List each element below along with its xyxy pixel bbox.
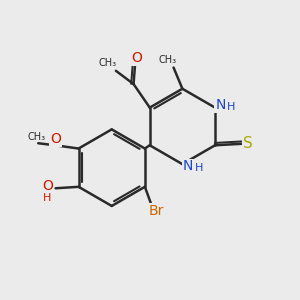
Text: Br: Br bbox=[148, 204, 164, 218]
Text: CH₃: CH₃ bbox=[99, 58, 117, 68]
Text: S: S bbox=[243, 136, 253, 151]
Text: CH₃: CH₃ bbox=[28, 132, 46, 142]
Text: H: H bbox=[43, 193, 52, 203]
Text: O: O bbox=[131, 51, 142, 65]
Text: O: O bbox=[42, 179, 53, 193]
Text: H: H bbox=[194, 163, 203, 173]
Text: N: N bbox=[215, 98, 226, 112]
Text: O: O bbox=[50, 132, 61, 146]
Text: CH₃: CH₃ bbox=[158, 55, 176, 65]
Text: N: N bbox=[182, 160, 193, 173]
Text: H: H bbox=[227, 102, 236, 112]
